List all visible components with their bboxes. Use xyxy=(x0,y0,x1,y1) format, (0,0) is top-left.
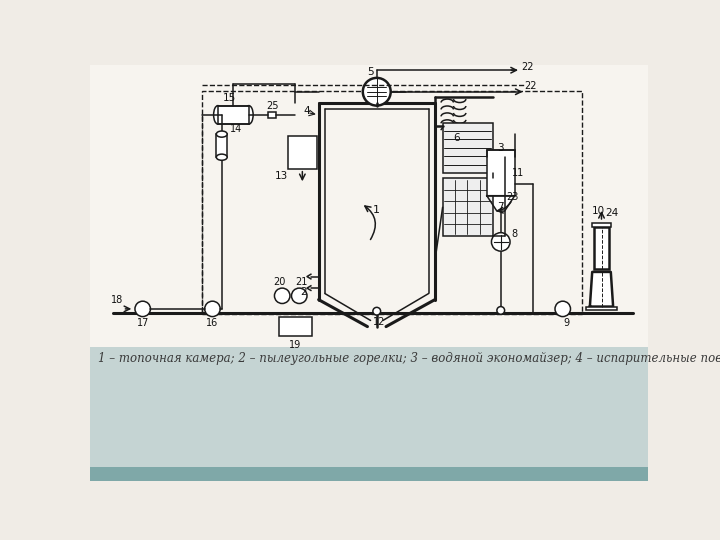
Bar xyxy=(586,307,617,310)
Text: 3: 3 xyxy=(498,143,504,153)
Text: 14: 14 xyxy=(230,125,242,134)
Text: 10: 10 xyxy=(592,206,605,216)
Bar xyxy=(218,106,249,124)
Bar xyxy=(269,112,276,118)
Bar xyxy=(487,150,515,195)
Circle shape xyxy=(363,78,391,106)
Circle shape xyxy=(135,301,150,316)
Bar xyxy=(202,91,582,314)
Bar xyxy=(593,224,611,226)
Text: 20: 20 xyxy=(274,277,286,287)
Circle shape xyxy=(292,288,307,303)
Text: 22: 22 xyxy=(521,62,534,72)
Text: 12: 12 xyxy=(373,317,385,327)
Circle shape xyxy=(492,233,510,251)
Circle shape xyxy=(373,307,381,315)
Text: 23: 23 xyxy=(506,192,518,202)
Text: 7: 7 xyxy=(498,202,504,212)
Bar xyxy=(279,316,312,336)
Bar xyxy=(90,467,648,481)
Text: 2: 2 xyxy=(300,287,307,297)
Text: 16: 16 xyxy=(207,318,219,328)
Text: 6: 6 xyxy=(454,133,460,143)
Text: 4: 4 xyxy=(304,106,310,116)
Text: 21: 21 xyxy=(295,277,307,287)
Text: 25: 25 xyxy=(266,100,279,111)
Text: 1 – топочная камера; 2 – пылеугольные горелки; 3 – водяной экономайзер; 4 – испа: 1 – топочная камера; 2 – пылеугольные го… xyxy=(98,351,720,364)
Text: 9: 9 xyxy=(564,318,570,328)
Text: 11: 11 xyxy=(512,167,524,178)
Circle shape xyxy=(497,307,505,314)
Bar xyxy=(216,134,228,157)
Bar xyxy=(594,226,609,269)
Text: 1: 1 xyxy=(373,205,380,214)
Text: 19: 19 xyxy=(289,340,302,350)
Bar xyxy=(90,347,648,481)
Text: 13: 13 xyxy=(275,172,288,181)
Polygon shape xyxy=(590,272,613,307)
Ellipse shape xyxy=(216,154,228,160)
Circle shape xyxy=(204,301,220,316)
Text: 5: 5 xyxy=(367,67,374,77)
Bar xyxy=(443,178,493,236)
Ellipse shape xyxy=(216,131,228,137)
Text: 8: 8 xyxy=(512,229,518,239)
Text: 17: 17 xyxy=(137,318,149,328)
Text: 15: 15 xyxy=(223,93,236,103)
Text: 22: 22 xyxy=(524,80,536,91)
Text: 24: 24 xyxy=(606,208,619,218)
Bar xyxy=(90,65,648,347)
Ellipse shape xyxy=(245,106,253,124)
Bar xyxy=(443,123,493,173)
Text: 18: 18 xyxy=(111,295,123,305)
Ellipse shape xyxy=(214,106,222,124)
Circle shape xyxy=(274,288,290,303)
Circle shape xyxy=(555,301,570,316)
Bar xyxy=(287,137,317,168)
Polygon shape xyxy=(487,195,515,211)
